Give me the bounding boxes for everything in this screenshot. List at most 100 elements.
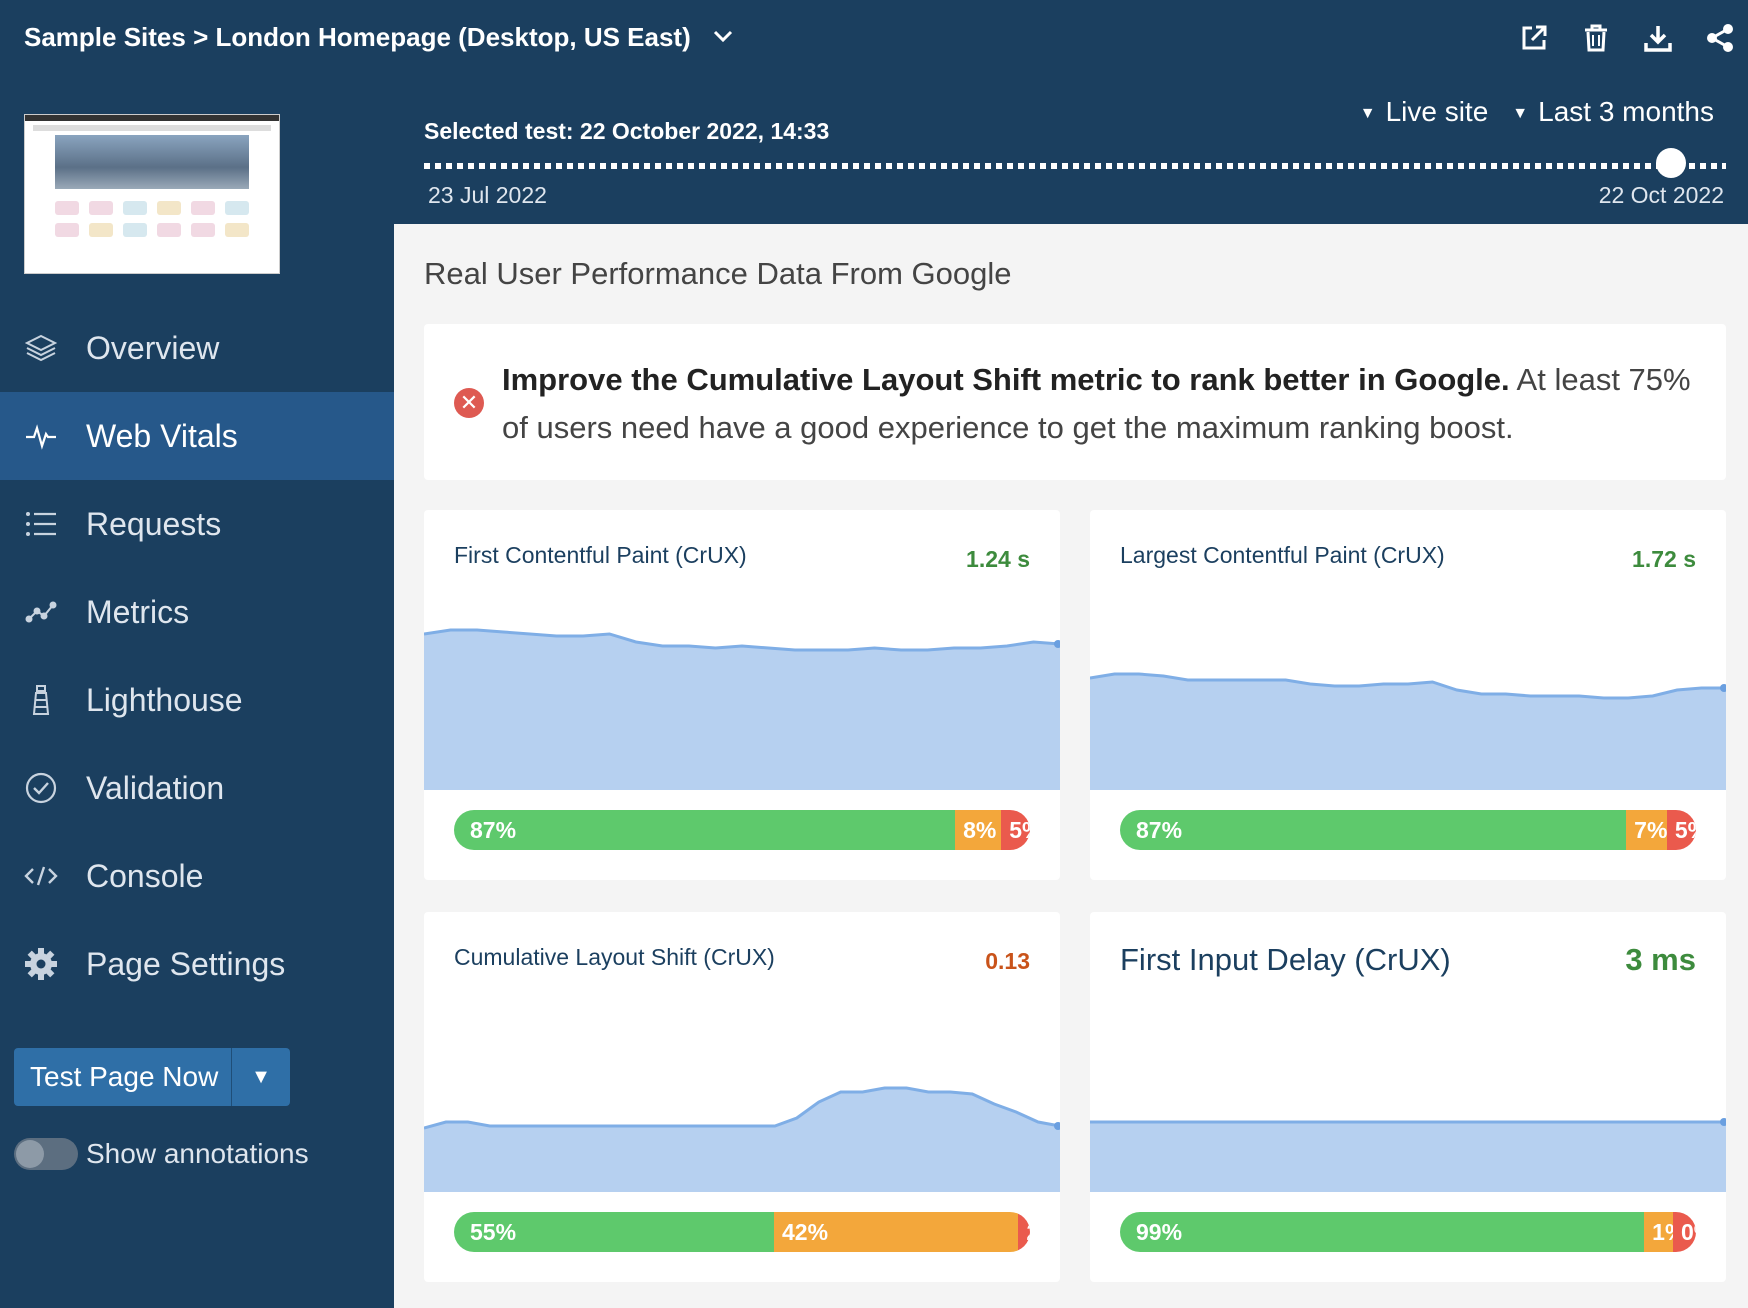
metrics-icon xyxy=(24,595,58,629)
distribution-bar: 87% 8% 5% xyxy=(454,810,1030,850)
sidebar-item-label: Page Settings xyxy=(86,945,286,982)
card-value: 1.72 s xyxy=(1632,546,1696,572)
trend-area xyxy=(424,1088,1060,1192)
alert-message: Improve the Cumulative Layout Shift metr… xyxy=(502,356,1698,452)
trend-area xyxy=(1090,674,1726,790)
dist-needs-improvement: 7% xyxy=(1626,810,1667,850)
trend-latest-point xyxy=(1054,1122,1060,1130)
dist-good: 87% xyxy=(454,810,956,850)
top-bar: Sample Sites > London Homepage (Desktop,… xyxy=(0,0,1748,80)
dist-needs-improvement: 8% xyxy=(955,810,1002,850)
metric-card-lcp[interactable]: Largest Contentful Paint (CrUX) 1.72 s 8… xyxy=(1090,510,1726,880)
distribution-bar: 55% 42% 2% xyxy=(454,1212,1030,1252)
trend-area xyxy=(424,630,1060,790)
metric-card-fcp[interactable]: First Contentful Paint (CrUX) 1.24 s 87%… xyxy=(424,510,1060,880)
trend-line xyxy=(424,1086,1060,1130)
filters: ▼ Live site ▼ Last 3 months xyxy=(1360,96,1714,128)
card-value: 1.24 s xyxy=(966,546,1030,572)
layers-icon xyxy=(24,331,58,365)
card-value: 3 ms xyxy=(1625,942,1696,977)
metric-card-cls[interactable]: Cumulative Layout Shift (CrUX) 0.13 55% … xyxy=(424,912,1060,1282)
dist-good: 87% xyxy=(1120,810,1627,850)
error-icon: ✕ xyxy=(454,388,484,418)
site-filter-label: Live site xyxy=(1385,96,1489,127)
trend-chart xyxy=(424,628,1060,790)
caret-down-icon: ▼ xyxy=(1359,105,1376,122)
range-filter[interactable]: ▼ Last 3 months xyxy=(1512,96,1714,128)
toolbar-icons xyxy=(1516,20,1738,56)
sidebar-item-label: Metrics xyxy=(86,593,190,630)
dist-needs-improvement: 42% xyxy=(774,1212,1019,1252)
dist-good: 99% xyxy=(1120,1212,1645,1252)
sidebar-item-validation[interactable]: Validation xyxy=(0,744,394,832)
test-page-now-button[interactable]: Test Page Now ▼ xyxy=(14,1048,290,1106)
list-icon xyxy=(24,507,58,541)
chevron-down-icon[interactable] xyxy=(713,26,733,49)
trend-latest-point xyxy=(1054,640,1060,648)
card-value: 0.13 xyxy=(985,948,1030,974)
trend-chart xyxy=(1090,672,1726,790)
pulse-icon xyxy=(24,419,58,453)
sidebar-nav: Overview Web Vitals Requests Metrics Lig… xyxy=(0,304,394,1008)
sidebar-item-requests[interactable]: Requests xyxy=(0,480,394,568)
card-title: First Contentful Paint (CrUX) xyxy=(454,542,747,568)
breadcrumb[interactable]: Sample Sites > London Homepage (Desktop,… xyxy=(24,22,733,53)
trash-icon[interactable] xyxy=(1578,20,1614,56)
share-icon[interactable] xyxy=(1702,20,1738,56)
dist-poor: 5% xyxy=(1666,810,1696,850)
alert-text: At least 75% of users need have a good e… xyxy=(502,362,1691,445)
main-content: Real User Performance Data From Google ✕… xyxy=(394,224,1748,1308)
sidebar-item-label: Overview xyxy=(86,329,220,366)
ranking-alert: ✕ Improve the Cumulative Layout Shift me… xyxy=(424,324,1726,480)
sidebar-item-page-settings[interactable]: Page Settings xyxy=(0,920,394,1008)
trend-line xyxy=(1090,672,1726,700)
sidebar-item-lighthouse[interactable]: Lighthouse xyxy=(0,656,394,744)
distribution-bar: 99% 1% 0% xyxy=(1120,1212,1696,1252)
sidebar-item-label: Web Vitals xyxy=(86,417,238,454)
dist-poor: 2% xyxy=(1018,1212,1030,1252)
sidebar-item-label: Validation xyxy=(86,769,225,806)
sidebar-item-label: Requests xyxy=(86,505,222,542)
timeline-start-date: 23 Jul 2022 xyxy=(428,182,547,208)
timeline-handle[interactable] xyxy=(1656,148,1687,178)
dist-good: 55% xyxy=(454,1212,774,1252)
alert-bold-text: Improve the Cumulative Layout Shift metr… xyxy=(502,362,1510,397)
lighthouse-icon xyxy=(24,683,58,717)
dist-poor: 5% xyxy=(1001,810,1030,850)
sidebar-item-overview[interactable]: Overview xyxy=(0,304,394,392)
check-circle-icon xyxy=(24,771,58,805)
metric-card-fid[interactable]: First Input Delay (CrUX) 3 ms 99% 1% 0% xyxy=(1090,912,1726,1282)
card-title: First Input Delay (CrUX) xyxy=(1120,942,1451,977)
gear-icon xyxy=(24,947,58,981)
range-filter-label: Last 3 months xyxy=(1538,96,1714,127)
sidebar: Overview Web Vitals Requests Metrics Lig… xyxy=(0,80,394,1308)
breadcrumb-text[interactable]: Sample Sites > London Homepage (Desktop,… xyxy=(24,22,691,52)
annotations-toggle[interactable] xyxy=(14,1138,78,1170)
trend-area xyxy=(1090,1122,1726,1192)
sidebar-item-web-vitals[interactable]: Web Vitals xyxy=(0,392,394,480)
caret-down-icon: ▼ xyxy=(1512,105,1529,122)
caret-down-icon[interactable]: ▼ xyxy=(251,1065,271,1088)
trend-latest-point xyxy=(1720,684,1726,692)
distribution-bar: 87% 7% 5% xyxy=(1120,810,1696,850)
site-filter[interactable]: ▼ Live site xyxy=(1360,96,1489,128)
external-link-icon[interactable] xyxy=(1516,20,1552,56)
page-screenshot-thumbnail[interactable] xyxy=(24,114,280,274)
sidebar-item-metrics[interactable]: Metrics xyxy=(0,568,394,656)
sidebar-item-label: Lighthouse xyxy=(86,681,243,718)
sidebar-item-console[interactable]: Console xyxy=(0,832,394,920)
timeline-track[interactable] xyxy=(424,163,1726,169)
timeline-end-date: 22 Oct 2022 xyxy=(1598,182,1724,208)
dist-needs-improvement: 1% xyxy=(1644,1212,1685,1252)
trend-latest-point xyxy=(1720,1118,1726,1126)
timeline-slider[interactable] xyxy=(424,148,1726,178)
download-icon[interactable] xyxy=(1640,20,1676,56)
selected-test-label: Selected test: 22 October 2022, 14:33 xyxy=(424,118,830,144)
dist-poor: 0% xyxy=(1672,1212,1696,1252)
sidebar-item-label: Console xyxy=(86,857,204,894)
button-divider xyxy=(231,1048,232,1106)
code-icon xyxy=(24,859,58,893)
annotations-label: Show annotations xyxy=(86,1138,309,1169)
card-title: Cumulative Layout Shift (CrUX) xyxy=(454,944,775,970)
test-page-now-label[interactable]: Test Page Now xyxy=(30,1061,219,1092)
